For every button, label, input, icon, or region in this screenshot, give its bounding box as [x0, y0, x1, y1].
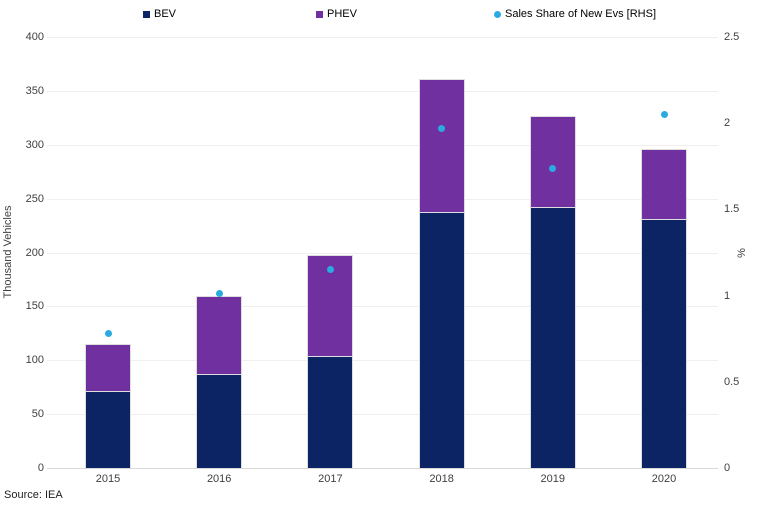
x-axis-tick-label: 2017 — [318, 473, 343, 485]
gridline — [47, 144, 718, 146]
right-axis-tick-label: 0.5 — [724, 375, 740, 388]
legend-label-phev: PHEV — [327, 8, 357, 20]
right-axis-tick-label: 0 — [724, 462, 731, 474]
sales-share-data-point — [438, 124, 446, 132]
sales-share-data-point — [326, 266, 334, 274]
left-axis-tick-label: 200 — [25, 246, 44, 259]
right-axis-tick-label: 1.5 — [724, 203, 740, 216]
bev-legend-marker-icon — [143, 10, 150, 18]
bar-segment-bev — [641, 219, 687, 468]
right-axis-tick-label: 2 — [724, 117, 731, 130]
left-axis-tick-label: 300 — [25, 138, 44, 151]
gridline — [47, 198, 718, 200]
bar-segment-bev — [85, 391, 131, 468]
left-axis-tick-label: 350 — [25, 84, 44, 97]
gridline — [47, 360, 718, 362]
sales-share-legend-marker-icon — [494, 10, 501, 18]
gridline — [47, 37, 718, 38]
left-axis-tick-label: 250 — [25, 192, 44, 205]
source-note: Source: IEA — [4, 489, 63, 501]
left-axis-tick-label: 50 — [31, 408, 44, 421]
bar-segment-phev — [641, 149, 687, 220]
bar-segment-bev — [307, 355, 354, 468]
left-axis-tick-label: 400 — [25, 31, 44, 43]
bar-segment-bev — [529, 207, 576, 468]
bar-segment-phev — [418, 79, 465, 212]
sales-share-data-point — [549, 164, 557, 172]
bar-segment-phev — [529, 115, 576, 208]
right-axis-title: % — [735, 248, 748, 258]
bar-segment-phev — [196, 295, 243, 375]
sales-share-data-point — [215, 290, 223, 298]
legend-item-sales-share: Sales Share of New Evs [RHS] — [494, 8, 656, 20]
legend-item-bev: BEV — [143, 8, 176, 20]
bar-segment-bev — [418, 211, 465, 468]
phev-legend-marker-icon — [316, 10, 323, 18]
gridline — [47, 90, 718, 92]
sales-share-data-point — [660, 111, 668, 119]
legend-label-bev: BEV — [154, 8, 177, 20]
x-axis-tick-label: 2016 — [206, 473, 232, 485]
x-axis-tick-label: 2019 — [540, 473, 566, 485]
bar-segment-bev — [196, 374, 243, 468]
left-axis-tick-label: 100 — [25, 354, 44, 367]
sales-share-data-point — [104, 330, 112, 338]
gridline — [47, 414, 718, 416]
legend-item-phev: PHEV — [316, 8, 357, 20]
x-axis-tick-label: 2015 — [95, 473, 121, 485]
x-axis-line — [47, 468, 718, 469]
bar-segment-phev — [85, 344, 131, 392]
x-axis-tick-label: 2018 — [429, 473, 454, 485]
right-axis-tick-label: 2.5 — [724, 31, 740, 43]
gridline — [47, 306, 718, 308]
right-axis-tick-label: 1 — [724, 289, 731, 302]
left-axis-tick-label: 150 — [25, 300, 44, 313]
gridline — [47, 252, 718, 254]
legend-label-sales-share: Sales Share of New Evs [RHS] — [505, 8, 657, 20]
x-axis-tick-label: 2020 — [651, 473, 677, 485]
left-axis-tick-label: 0 — [37, 462, 44, 474]
